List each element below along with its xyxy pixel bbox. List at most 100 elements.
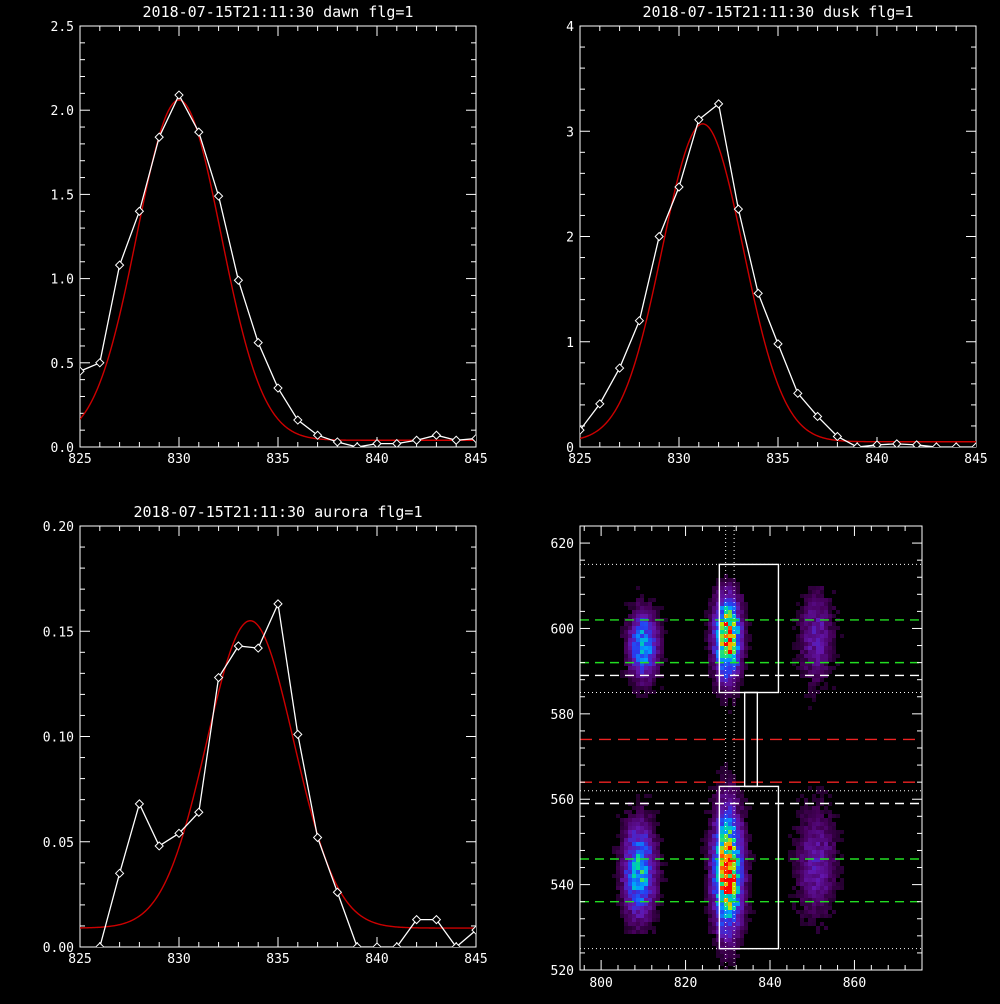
heatmap-cell [720,590,724,594]
heatmap-cell [732,666,736,670]
heatmap-cell [636,666,640,670]
heatmap-cell [624,874,628,878]
heatmap-cell [720,694,724,698]
heatmap-cell [624,810,628,814]
heatmap-cell [640,926,644,930]
heatmap-cell [736,842,740,846]
data-point [293,729,303,740]
heatmap-cell [728,678,732,682]
data-point [812,411,823,422]
heatmap-cell [716,806,720,810]
heatmap-cell [724,626,728,630]
plot-title: 2018-07-15T21:11:30 aurora flg=1 [134,503,423,521]
heatmap-cell [824,654,828,658]
heatmap-cell [720,786,724,790]
heatmap-cell [712,678,716,682]
heatmap-cell [652,822,656,826]
heatmap-cell [816,666,820,670]
heatmap-cell [800,878,804,882]
heatmap-cell [732,782,736,786]
heatmap-cell [812,858,816,862]
heatmap-cell [828,858,832,862]
heatmap-cell [796,610,800,614]
heatmap-cell [648,626,652,630]
heatmap-cell [744,838,748,842]
heatmap-cell [724,958,728,962]
heatmap-cell [716,902,720,906]
heatmap-cell [648,686,652,690]
heatmap-cell [636,870,640,874]
heatmap-cell [612,846,616,850]
heatmap-cell [836,662,840,666]
heatmap-cell [808,614,812,618]
heatmap-cell [648,610,652,614]
heatmap-cell [812,886,816,890]
heatmap-cell [828,622,832,626]
heatmap-cell [636,682,640,686]
heatmap-cell [652,846,656,850]
heatmap-cell [816,650,820,654]
heatmap-cell [620,858,624,862]
heatmap-cell [736,634,740,638]
heatmap-cell [820,614,824,618]
heatmap-cell [812,698,816,702]
heatmap-cell [636,586,640,590]
data-point [352,442,362,447]
heatmap-cell [804,826,808,830]
heatmap-cell [812,922,816,926]
heatmap-cell [648,622,652,626]
heatmap-cell [724,866,728,870]
plot-area [80,599,476,947]
heatmap-cell [744,914,748,918]
heatmap-cell [740,802,744,806]
heatmap-cell [732,590,736,594]
heatmap-cell [644,842,648,846]
heatmap-cell [800,894,804,898]
heatmap-cell [800,826,804,830]
heatmap-cell [796,666,800,670]
heatmap-cell [800,866,804,870]
heatmap-cell [800,626,804,630]
heatmap-cell [708,854,712,858]
heatmap-cell [644,622,648,626]
heatmap-cell [704,882,708,886]
heatmap-cell [648,630,652,634]
heatmap-cell [812,826,816,830]
heatmap-cell [736,926,740,930]
heatmap-cell [716,666,720,670]
heatmap-cell [824,606,828,610]
heatmap-cell [644,602,648,606]
heatmap-cell [632,602,636,606]
heatmap-cell [836,834,840,838]
heatmap-cell [728,874,732,878]
heatmap-cell [644,878,648,882]
heatmap-cell [712,606,716,610]
x-tick-label: 830 [667,452,690,467]
heatmap-cell [648,882,652,886]
heatmap-cell [740,798,744,802]
heatmap-cell [728,650,732,654]
heatmap-cell [656,858,660,862]
heatmap-cell [800,886,804,890]
heatmap-cell [628,890,632,894]
heatmap-cell [640,830,644,834]
heatmap-cell [648,670,652,674]
heatmap-cell [632,666,636,670]
heatmap-cell [808,658,812,662]
heatmap-cell [824,638,828,642]
heatmap-cell [720,886,724,890]
heatmap-cell [732,866,736,870]
heatmap-cell [816,814,820,818]
heatmap-cell [636,882,640,886]
heatmap-cell [796,866,800,870]
heatmap-cell [792,626,796,630]
heatmap-cell [732,626,736,630]
heatmap-cell [620,830,624,834]
heatmap-cell [828,642,832,646]
heatmap-cell [652,678,656,682]
heatmap-cell [804,810,808,814]
heatmap-cell [716,810,720,814]
heatmap-cell [744,826,748,830]
heatmap-cell [752,858,756,862]
heatmap-cell [716,850,720,854]
